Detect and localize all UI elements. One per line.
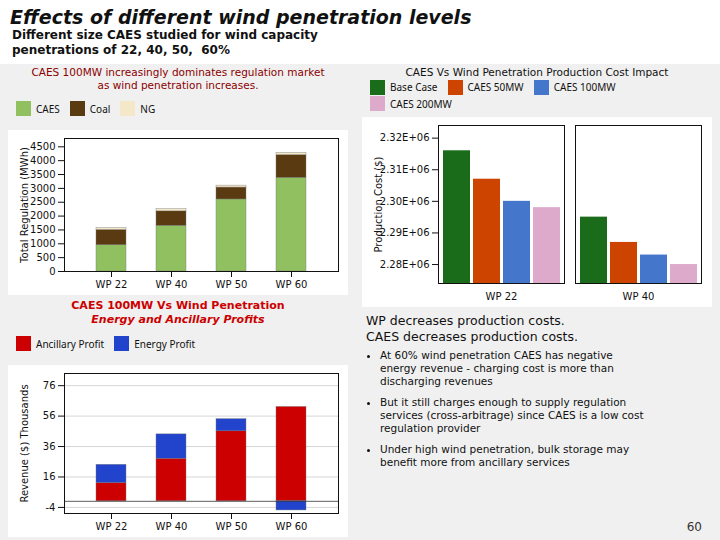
html-text:CAES: CAES — [36, 101, 60, 116]
svg-text:Revenue ($) Thousands: Revenue ($) Thousands — [19, 384, 30, 502]
html-text:CAES Vs Wind Penetration Produ: CAES Vs Wind Penetration Production Cost… — [405, 66, 669, 78]
svg-text:WP 50: WP 50 — [216, 279, 248, 290]
html-text:60: 60 — [686, 520, 702, 534]
svg-text:2.30E+06: 2.30E+06 — [380, 196, 430, 207]
svg-text:4500: 4500 — [30, 141, 55, 152]
html-text:Base Case: Base Case — [390, 80, 438, 95]
html-text:Different size CAES studied fo: Different size CAES studied for wind cap… — [12, 28, 318, 42]
html-text:CAES 50MW: CAES 50MW — [467, 80, 524, 95]
html-text:CAES 100MW increasingly domina: CAES 100MW increasingly dominates regula… — [31, 66, 325, 78]
html-text:At 60% wind penetration CAES h: At 60% wind penetration CAES has negativ… — [380, 349, 614, 387]
svg-text:0: 0 — [49, 266, 55, 277]
svg-text:36: 36 — [43, 441, 56, 452]
svg-text:2.28E+06: 2.28E+06 — [380, 259, 430, 270]
svg-text:-4: -4 — [46, 502, 56, 513]
html-text:But it still charges enough to: But it still charges enough to supply re… — [380, 396, 644, 434]
svg-text:WP 40: WP 40 — [156, 521, 188, 532]
svg-text:WP 22: WP 22 — [96, 521, 128, 532]
svg-text:1000: 1000 — [30, 238, 55, 249]
html-text:Effects of different wind pene: Effects of different wind penetration le… — [10, 6, 472, 28]
svg-text:16: 16 — [43, 471, 56, 482]
svg-text:4000: 4000 — [30, 155, 55, 166]
svg-text:76: 76 — [43, 380, 56, 391]
html-text:Under high wind penetration, b: Under high wind penetration, bulk storag… — [380, 443, 630, 468]
svg-text:2.31E+06: 2.31E+06 — [380, 164, 430, 175]
svg-text:2500: 2500 — [30, 196, 55, 207]
html-text:WP decreases production costs.: WP decreases production costs. CAES decr… — [366, 313, 578, 344]
svg-text:Total Regulation (MWh): Total Regulation (MWh) — [19, 147, 30, 264]
svg-text:WP 40: WP 40 — [156, 279, 188, 290]
html-text:as wind penetration increases.: as wind penetration increases. — [97, 79, 259, 91]
svg-text:WP 40: WP 40 — [623, 291, 655, 302]
svg-text:2.32E+06: 2.32E+06 — [380, 132, 430, 143]
html-text:Ancillary Profit: Ancillary Profit — [36, 336, 105, 351]
svg-text:500: 500 — [36, 252, 55, 263]
html-text:CAES 200MW: CAES 200MW — [390, 96, 452, 111]
svg-text:3500: 3500 — [30, 169, 55, 180]
svg-text:WP 60: WP 60 — [276, 279, 308, 290]
svg-text:1500: 1500 — [30, 224, 55, 235]
html-text:Coal: Coal — [89, 101, 111, 116]
svg-text:WP 22: WP 22 — [96, 279, 128, 290]
html-text:CAES 100MW: CAES 100MW — [553, 80, 616, 95]
svg-text:2000: 2000 — [30, 210, 55, 221]
svg-text:2.29E+06: 2.29E+06 — [380, 227, 430, 238]
html-text:NG: NG — [140, 101, 156, 116]
svg-text:Production Cost ($): Production Cost ($) — [373, 156, 384, 252]
svg-text:WP 22: WP 22 — [486, 291, 518, 302]
svg-text:WP 60: WP 60 — [276, 521, 308, 532]
svg-text:WP 50: WP 50 — [216, 521, 248, 532]
html-text:Energy Profit: Energy Profit — [134, 336, 196, 351]
html-text:penetrations of 22, 40, 50, 60: penetrations of 22, 40, 50, 60% — [12, 43, 230, 57]
svg-text:3000: 3000 — [30, 183, 55, 194]
svg-text:56: 56 — [43, 410, 56, 421]
html-text:Energy and Ancillary Profits: Energy and Ancillary Profits — [91, 313, 265, 326]
html-text:CAES 100MW Vs Wind Penetration: CAES 100MW Vs Wind Penetration — [71, 299, 285, 312]
